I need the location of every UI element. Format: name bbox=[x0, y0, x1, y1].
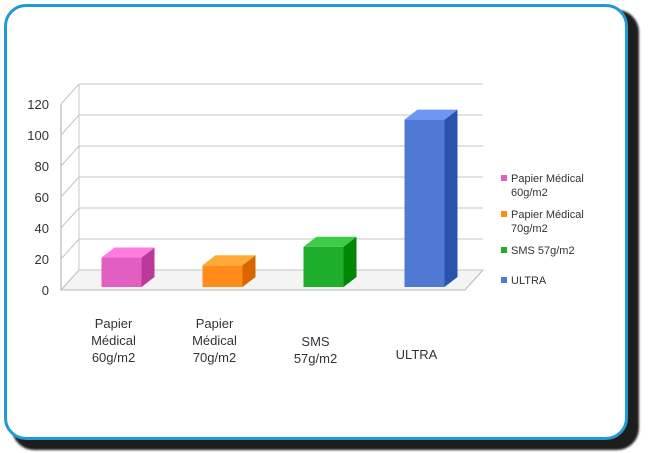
legend-label-line: Papier Médical bbox=[511, 173, 584, 185]
category-label-line: 70g/m2 bbox=[193, 350, 236, 365]
category-label-line: 60g/m2 bbox=[92, 350, 135, 365]
y-tick-label: 80 bbox=[35, 159, 49, 174]
legend-label-line: Papier Médical bbox=[511, 209, 584, 221]
legend-item: SMS 57g/m2 bbox=[501, 245, 575, 257]
y-tick-label: 120 bbox=[27, 97, 49, 112]
category-label: ULTRA bbox=[396, 347, 438, 362]
bar-front bbox=[405, 120, 445, 287]
category-label: Papier Médical 70g/m2 bbox=[192, 316, 237, 365]
category-label: SMS 57g/m2 bbox=[294, 334, 337, 366]
bar-side bbox=[445, 110, 458, 287]
category-label: Papier Médical 60g/m2 bbox=[91, 316, 136, 365]
bar bbox=[405, 110, 458, 287]
legend-label: Papier Médical 60g/m2 bbox=[511, 173, 584, 199]
gridline-depth bbox=[61, 84, 79, 104]
y-tick-label: 60 bbox=[35, 190, 49, 205]
legend-swatch bbox=[501, 175, 507, 181]
category-label-line: Papier bbox=[196, 316, 234, 331]
bar-front bbox=[203, 265, 243, 287]
legend-swatch bbox=[501, 247, 507, 253]
chart-legend: Papier Médical 60g/m2 Papier Médical 70g/m2… bbox=[501, 173, 584, 287]
y-tick-label: 40 bbox=[35, 221, 49, 236]
bar bbox=[304, 237, 357, 287]
category-label-line: Papier bbox=[95, 316, 133, 331]
bar-front bbox=[304, 247, 344, 287]
legend-label: ULTRA bbox=[511, 275, 547, 287]
legend-label-line: 70g/m2 bbox=[511, 223, 548, 235]
legend-label-line: 60g/m2 bbox=[511, 187, 548, 199]
legend-swatch bbox=[501, 211, 507, 217]
chart-bars bbox=[102, 110, 458, 287]
gridline-depth bbox=[61, 146, 79, 166]
legend-label-line: SMS 57g/m2 bbox=[511, 245, 575, 257]
legend-item: Papier Médical 70g/m2 bbox=[501, 209, 584, 235]
category-label-line: 57g/m2 bbox=[294, 351, 337, 366]
gridline-depth bbox=[61, 115, 79, 135]
legend-label: SMS 57g/m2 bbox=[511, 245, 575, 257]
bar-front bbox=[102, 258, 142, 287]
chart-card: 120 100 80 60 40 20 0 Papier Médical 60g/m2 Papie… bbox=[4, 4, 628, 440]
legend-label: Papier Médical 70g/m2 bbox=[511, 209, 584, 235]
bar bbox=[102, 248, 155, 287]
gridline-depth bbox=[61, 177, 79, 197]
bar bbox=[203, 255, 256, 287]
y-tick-label: 0 bbox=[42, 283, 49, 298]
gridline-depth bbox=[61, 208, 79, 228]
legend-swatch bbox=[501, 277, 507, 283]
legend-item: Papier Médical 60g/m2 bbox=[501, 173, 584, 199]
y-tick-label: 20 bbox=[35, 252, 49, 267]
gridline-depth bbox=[61, 239, 79, 259]
category-label-line: ULTRA bbox=[396, 347, 438, 362]
legend-item: ULTRA bbox=[501, 275, 547, 287]
legend-label-line: ULTRA bbox=[511, 275, 547, 287]
y-axis-ticks: 120 100 80 60 40 20 0 bbox=[27, 97, 49, 298]
category-label-line: Médical bbox=[192, 333, 237, 348]
y-tick-label: 100 bbox=[27, 128, 49, 143]
x-axis-categories: Papier Médical 60g/m2 Papier Médical 70g/m2 SM… bbox=[91, 316, 438, 366]
category-label-line: Médical bbox=[91, 333, 136, 348]
category-label-line: SMS bbox=[301, 334, 330, 349]
